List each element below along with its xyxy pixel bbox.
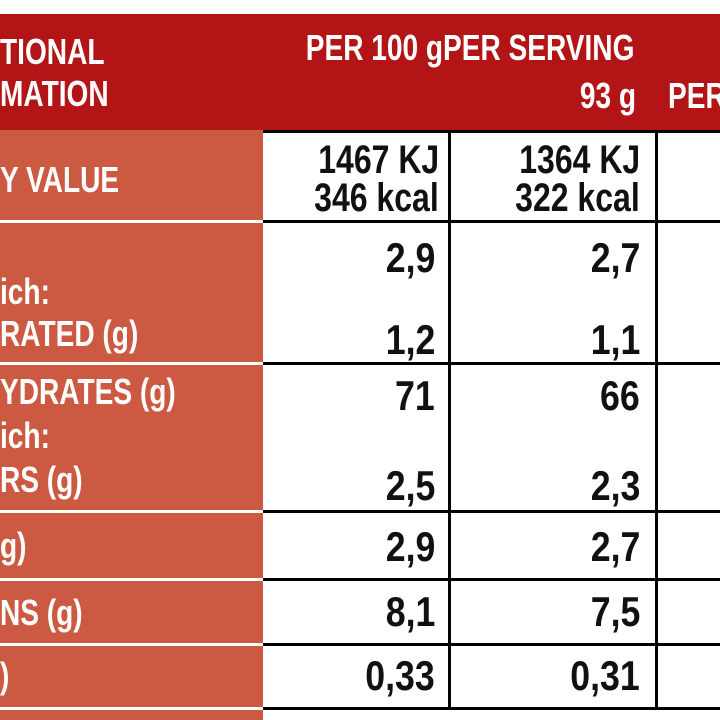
label-column (0, 130, 263, 720)
sugars-label: RS (g) (0, 459, 83, 500)
salt-per-serving: 0,31 (570, 652, 640, 699)
saturates-label: RATED (g) (0, 313, 139, 354)
energy-kcal-per-serving: 322 kcal (515, 176, 640, 220)
row-divider (263, 578, 720, 581)
carbohydrates-label: YDRATES (g) (0, 371, 176, 412)
header-title-line1: TIONAL (0, 31, 105, 72)
row-divider (0, 220, 263, 223)
header-per-cut: PER (668, 75, 720, 116)
carbohydrates-per-100g: 71 (395, 372, 435, 419)
fibre-per-serving: 2,7 (590, 523, 640, 570)
row-divider (0, 578, 263, 581)
protein-label: NS (g) (0, 592, 83, 633)
carbohydrates-per-serving: 66 (600, 372, 640, 419)
energy-kj-per-100g: 1467 KJ (318, 138, 439, 182)
sugars-per-serving: 2,3 (590, 462, 640, 509)
salt-label: ) (0, 655, 10, 696)
fibre-per-100g: 2,9 (385, 523, 435, 570)
sugars-per-100g: 2,5 (385, 462, 435, 509)
row-divider (0, 707, 263, 710)
header-per-serving: PER SERVING (442, 27, 634, 68)
row-divider (263, 362, 720, 365)
row-divider (263, 643, 720, 646)
header-serving-size: 93 g (579, 75, 636, 116)
fat-per-serving: 2,7 (590, 234, 640, 281)
row-divider (0, 643, 263, 646)
saturates-per-serving: 1,1 (590, 316, 640, 363)
row-divider (0, 510, 263, 513)
row-divider (263, 510, 720, 513)
fat-per-100g: 2,9 (385, 234, 435, 281)
energy-kj-per-serving: 1364 KJ (519, 138, 640, 182)
row-divider (263, 220, 720, 223)
fat-sub-label: ich: (0, 271, 50, 312)
carbohydrates-sub-label: ich: (0, 415, 50, 456)
row-divider (263, 707, 720, 710)
energy-kcal-per-100g: 346 kcal (314, 176, 439, 220)
column-divider (448, 130, 451, 710)
salt-per-100g: 0,33 (365, 652, 435, 699)
table-header (0, 0, 720, 130)
row-divider (263, 130, 720, 133)
protein-per-100g: 8,1 (385, 588, 435, 635)
row-divider (0, 362, 263, 365)
header-per-100g: PER 100 g (305, 27, 443, 68)
header-title-line2: MATION (0, 73, 109, 114)
column-divider (655, 130, 658, 710)
energy-label: Y VALUE (0, 159, 120, 200)
fibre-label: g) (0, 525, 27, 566)
saturates-per-100g: 1,2 (385, 316, 435, 363)
protein-per-serving: 7,5 (590, 588, 640, 635)
